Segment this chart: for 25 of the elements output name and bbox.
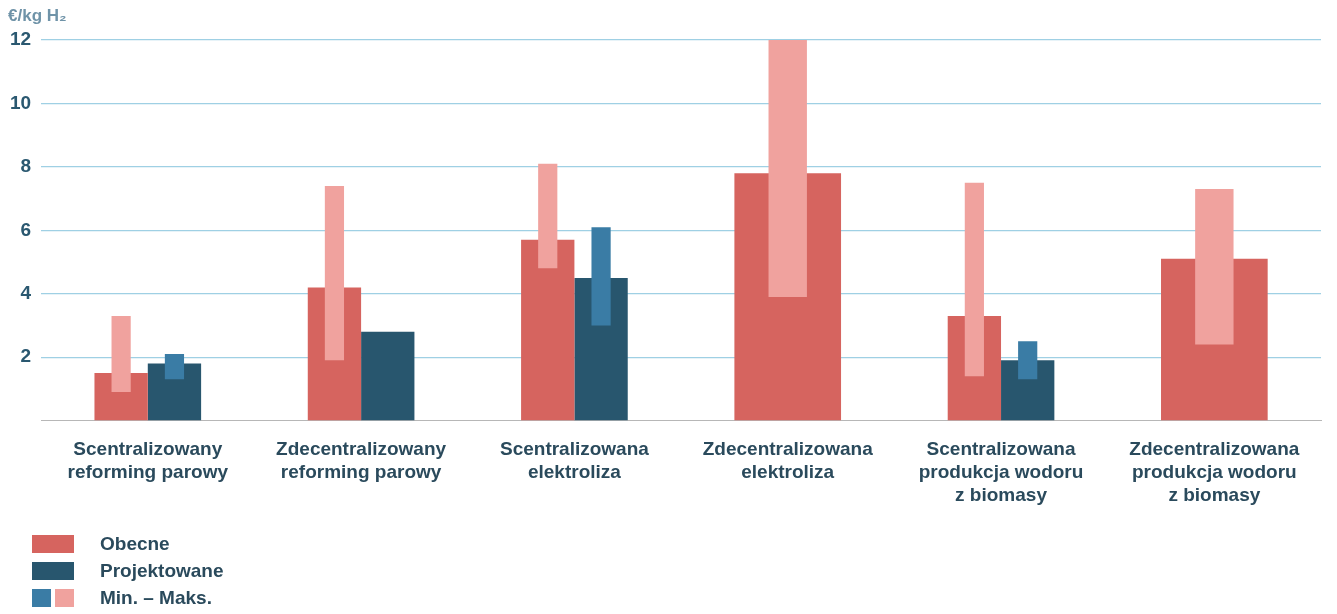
y-axis-title: €/kg H₂: [8, 6, 67, 26]
x-tick-label: Scentralizowana produkcja wodoru z biomasy: [918, 438, 1084, 505]
x-tick-label: Zdecentralizowana produkcja wodoru z biomasy: [1129, 438, 1300, 505]
x-tick-label: Scentralizowany reforming parowy: [67, 438, 229, 483]
bar: [164, 354, 185, 380]
bar: [1018, 341, 1038, 380]
bar: [591, 227, 611, 326]
bar: [521, 239, 575, 421]
x-tick-label: Zdecentralizowana elektroliza: [702, 438, 874, 483]
bar: [324, 185, 345, 361]
y-tick-label: 4: [20, 281, 32, 303]
legend-label: Projektowane: [100, 559, 224, 582]
bar: [111, 315, 131, 393]
y-tick-label: 10: [9, 91, 32, 113]
x-tick-label: Zdecentralizowany reforming parowy: [276, 438, 447, 483]
y-tick-label: 12: [9, 28, 32, 50]
y-tick-label: 6: [20, 218, 32, 240]
legend-label: Obecne: [100, 532, 170, 555]
legend-label: Min. – Maks.: [100, 586, 212, 609]
y-tick-label: 8: [20, 155, 32, 177]
bar: [964, 182, 984, 377]
bar: [361, 331, 415, 421]
x-tick-label: Scentralizowana elektroliza: [499, 438, 650, 483]
bar: [538, 163, 558, 269]
y-tick-label: 2: [20, 345, 32, 367]
